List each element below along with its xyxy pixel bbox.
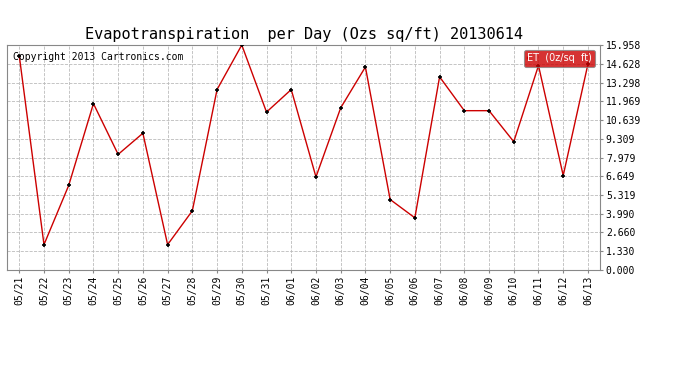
- Point: [212, 87, 223, 93]
- Point: [335, 105, 346, 111]
- Point: [63, 182, 75, 188]
- Point: [88, 100, 99, 106]
- Point: [434, 74, 445, 80]
- Point: [459, 108, 470, 114]
- Point: [558, 172, 569, 178]
- Point: [236, 42, 247, 48]
- Point: [582, 61, 593, 67]
- Title: Evapotranspiration  per Day (Ozs sq/ft) 20130614: Evapotranspiration per Day (Ozs sq/ft) 2…: [85, 27, 522, 42]
- Point: [409, 215, 420, 221]
- Point: [14, 53, 25, 58]
- Point: [261, 109, 272, 115]
- Point: [360, 64, 371, 70]
- Text: Copyright 2013 Cartronics.com: Copyright 2013 Cartronics.com: [13, 52, 184, 62]
- Point: [509, 139, 520, 145]
- Point: [286, 87, 297, 93]
- Point: [39, 242, 50, 248]
- Legend: ET  (0z/sq  ft): ET (0z/sq ft): [524, 50, 595, 67]
- Point: [137, 130, 148, 136]
- Point: [533, 63, 544, 69]
- Point: [187, 208, 198, 214]
- Point: [384, 196, 395, 202]
- Point: [484, 108, 495, 114]
- Point: [112, 152, 124, 157]
- Point: [310, 174, 322, 180]
- Point: [162, 242, 173, 248]
